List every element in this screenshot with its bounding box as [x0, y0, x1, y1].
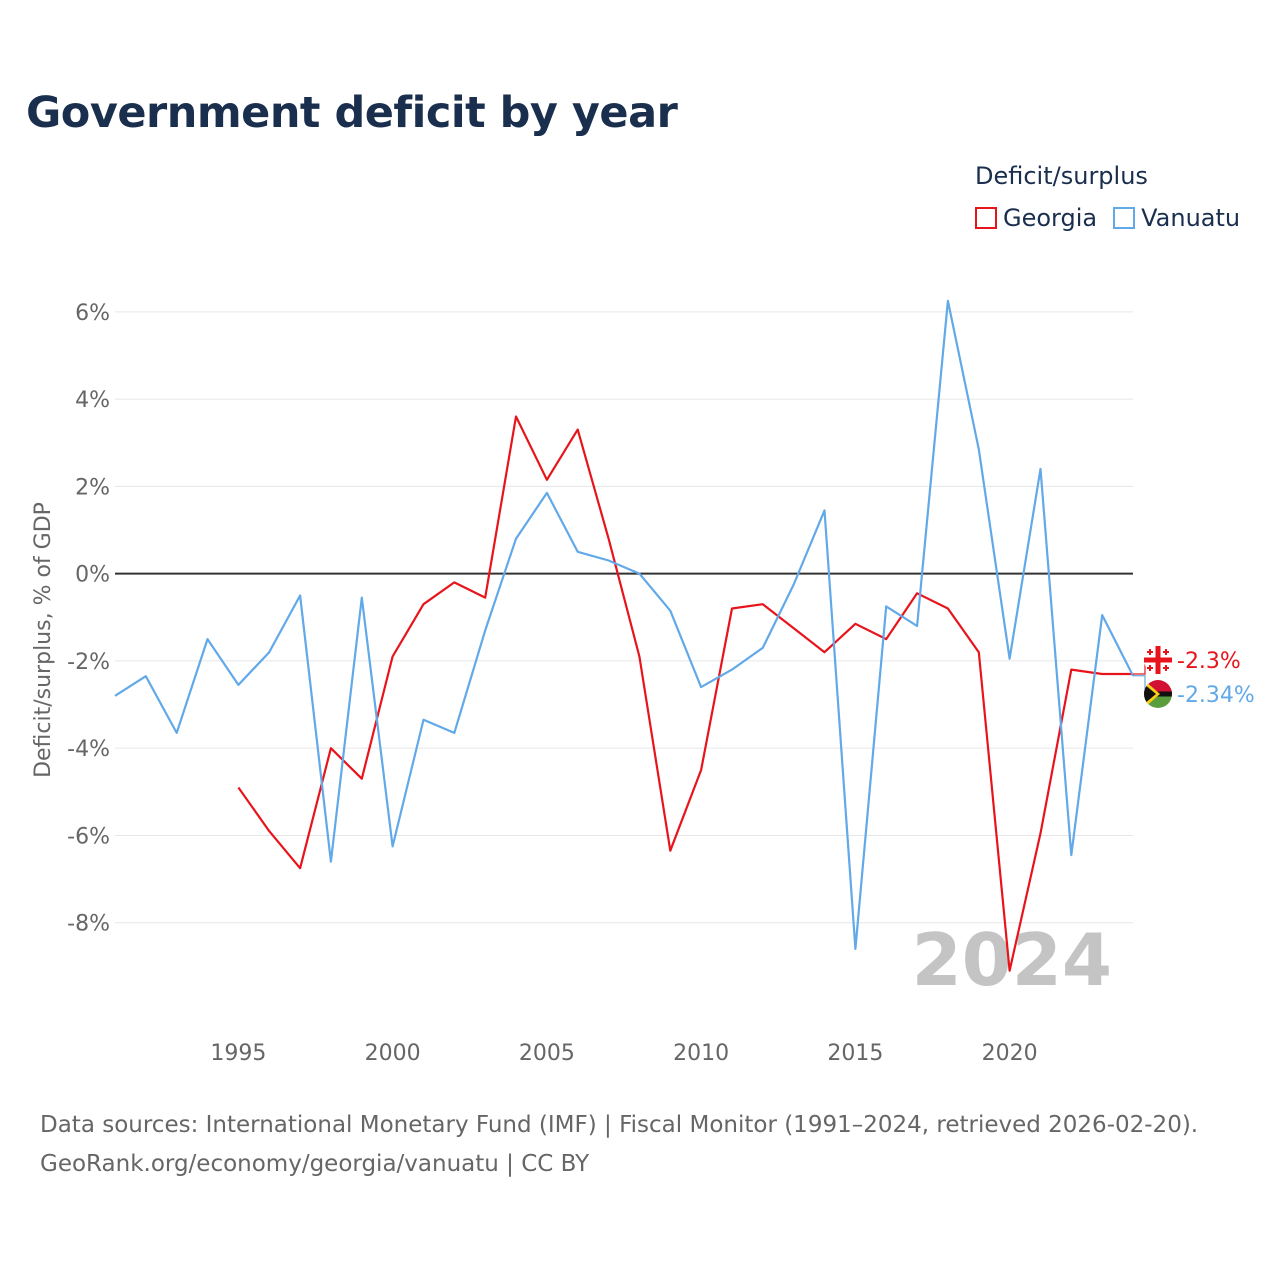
georgia-flag-icon [1144, 646, 1172, 674]
series-line-vanuatu[interactable] [114, 299, 1134, 951]
y-tick-label: 4% [75, 388, 110, 413]
legend-label-vanuatu: Vanuatu [1141, 204, 1241, 232]
x-tick-label: 1995 [210, 1041, 266, 1066]
legend: Georgia Vanuatu [975, 204, 1256, 232]
series-lines [114, 299, 1134, 972]
source-note: Data sources: International Monetary Fun… [40, 1106, 1198, 1184]
x-tick-label: 2010 [673, 1041, 729, 1066]
y-tick-label: -4% [67, 737, 110, 762]
grid-lines [115, 311, 1133, 924]
x-tick-label: 2005 [519, 1041, 575, 1066]
y-tick-label: 0% [75, 563, 110, 588]
y-tick-label: 2% [75, 475, 110, 500]
y-axis-label: Deficit/surplus, % of GDP [31, 502, 56, 778]
legend-item-georgia[interactable]: Georgia [975, 204, 1097, 232]
y-tick-label: -2% [67, 650, 110, 675]
end-label-connector [1133, 675, 1146, 695]
legend-item-vanuatu[interactable]: Vanuatu [1113, 204, 1240, 232]
credit-line[interactable]: GeoRank.org/economy/georgia/vanuatu | CC… [40, 1151, 590, 1177]
legend-swatch-vanuatu [1113, 207, 1136, 229]
end-labels: -2.3% -2.34% [1133, 646, 1255, 708]
x-tick-label: 2020 [982, 1041, 1038, 1066]
source-line: Data sources: International Monetary Fun… [40, 1112, 1199, 1138]
y-tick-label: -8% [67, 912, 110, 937]
legend-swatch-georgia [975, 207, 997, 229]
end-label-georgia: -2.3% [1177, 649, 1241, 674]
y-tick-label: -6% [67, 824, 110, 849]
x-tick-label: 2000 [365, 1041, 421, 1066]
x-tick-label: 2015 [827, 1041, 883, 1066]
y-tick-label: 6% [75, 301, 110, 326]
series-line-georgia[interactable] [237, 415, 1133, 972]
vanuatu-flag-icon [1144, 680, 1172, 708]
chart-title: Government deficit by year [26, 88, 678, 138]
legend-label-georgia: Georgia [1003, 204, 1098, 232]
end-label-vanuatu: -2.34% [1177, 683, 1255, 708]
axes: 6% 4% 2% 0% -2% -4% -6% -8% 1995 2000 2005 2010 2015… [67, 301, 1133, 1066]
legend-title: Deficit/surplus [975, 162, 1148, 190]
